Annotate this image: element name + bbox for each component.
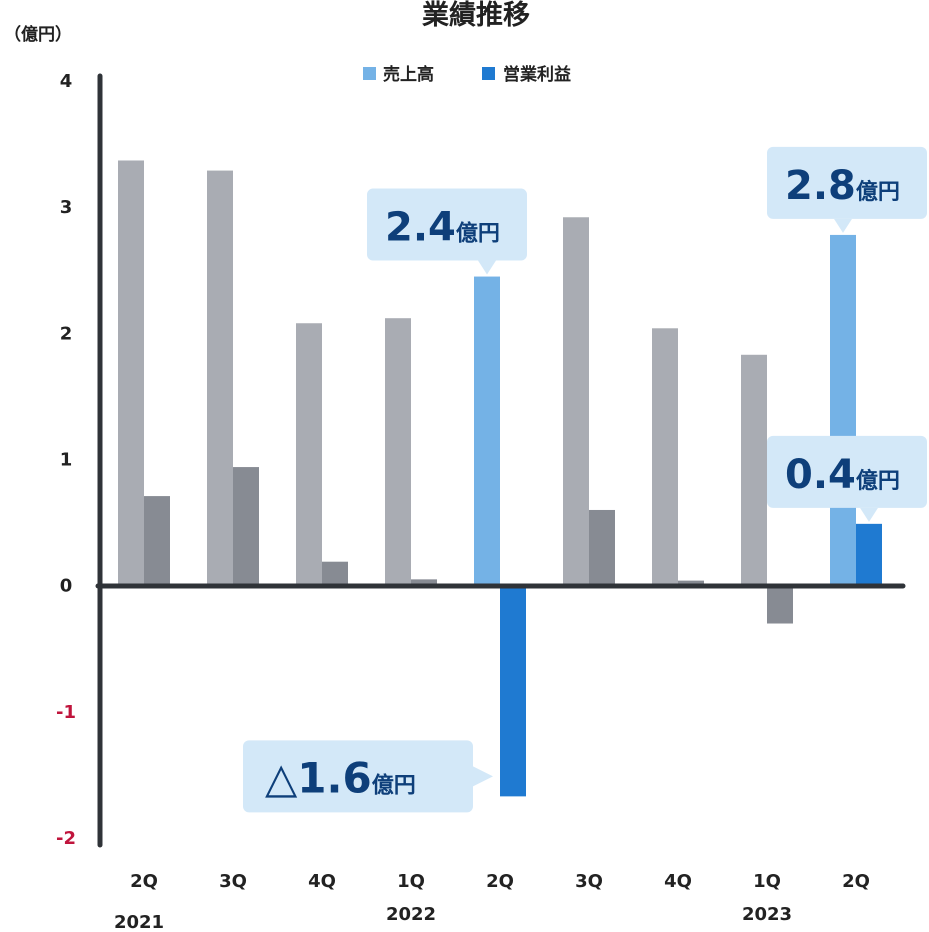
callout-box — [243, 740, 473, 813]
callouts: 2.4億円 2.8億円 0.4億円 △1.6億円 — [243, 146, 927, 813]
value-callout: 2.8億円 — [767, 146, 927, 233]
bar-sales — [118, 160, 144, 586]
legend: 売上高 営業利益 — [363, 64, 571, 85]
x-tick-label: 4Q — [308, 871, 336, 892]
bar-operating-profit — [856, 523, 882, 586]
value-callout: 0.4億円 — [767, 435, 927, 522]
value-callout: △1.6億円 — [243, 740, 493, 813]
y-axis-unit-label: （億円） — [4, 24, 72, 45]
bar-sales — [474, 276, 500, 586]
callout-box — [367, 188, 527, 261]
bar-sales — [830, 234, 856, 586]
callout-pointer — [834, 218, 852, 233]
bar-operating-profit — [678, 580, 704, 586]
bar-operating-profit — [144, 496, 170, 586]
legend-swatch-profit — [482, 67, 495, 80]
bar-sales — [207, 170, 233, 586]
x-axis-labels: 2Q 3Q 4Q 1Q 2Q 3Q 4Q 1Q 2Q 2021 2022 2023 — [114, 871, 870, 932]
bar-sales — [741, 354, 767, 586]
bar-operating-profit — [767, 585, 793, 624]
year-label: 2021 — [114, 912, 164, 932]
x-tick-label: 2Q — [486, 871, 514, 892]
y-tick-label: 0 — [60, 576, 73, 597]
bar-sales — [296, 323, 322, 586]
x-tick-label: 3Q — [219, 871, 247, 892]
legend-label-sales: 売上高 — [383, 64, 434, 85]
y-tick-label: -1 — [56, 702, 76, 723]
bar-operating-profit — [322, 561, 348, 586]
x-tick-label: 2Q — [130, 871, 158, 892]
callout-box — [767, 435, 927, 508]
bar-sales — [652, 328, 678, 586]
callout-pointer — [860, 507, 878, 522]
y-tick-label: 2 — [60, 323, 73, 344]
y-tick-label: 3 — [60, 197, 73, 218]
x-tick-label: 1Q — [397, 871, 425, 892]
year-label: 2022 — [386, 904, 436, 925]
x-tick-label: 2Q — [842, 871, 870, 892]
callout-pointer — [473, 766, 493, 787]
y-tick-label: 1 — [60, 450, 73, 471]
bar-sales — [385, 318, 411, 586]
callout-value: △1.6億円 — [265, 753, 416, 802]
x-tick-label: 4Q — [664, 871, 692, 892]
bar-operating-profit — [589, 509, 615, 586]
chart-title: 業績推移 — [422, 0, 530, 31]
bar-sales — [563, 217, 589, 586]
legend-swatch-sales — [363, 67, 376, 80]
x-tick-label: 3Q — [575, 871, 603, 892]
year-label: 2023 — [742, 904, 792, 925]
y-tick-label: -2 — [56, 828, 76, 849]
x-tick-label: 1Q — [753, 871, 781, 892]
y-tick-label: 4 — [60, 71, 73, 92]
bar-operating-profit — [500, 585, 526, 797]
callout-value: 2.4億円 — [385, 205, 500, 251]
bars — [118, 160, 882, 797]
value-callout: 2.4億円 — [367, 188, 527, 275]
callout-box — [767, 146, 927, 219]
callout-value: 2.8億円 — [785, 163, 900, 209]
bar-operating-profit — [233, 467, 259, 586]
y-axis-ticks: 4 3 2 1 0 -1 -2 — [56, 71, 76, 849]
legend-label-profit: 営業利益 — [503, 64, 571, 85]
bar-operating-profit — [411, 579, 437, 586]
callout-pointer — [478, 260, 496, 275]
callout-value: 0.4億円 — [785, 452, 900, 498]
